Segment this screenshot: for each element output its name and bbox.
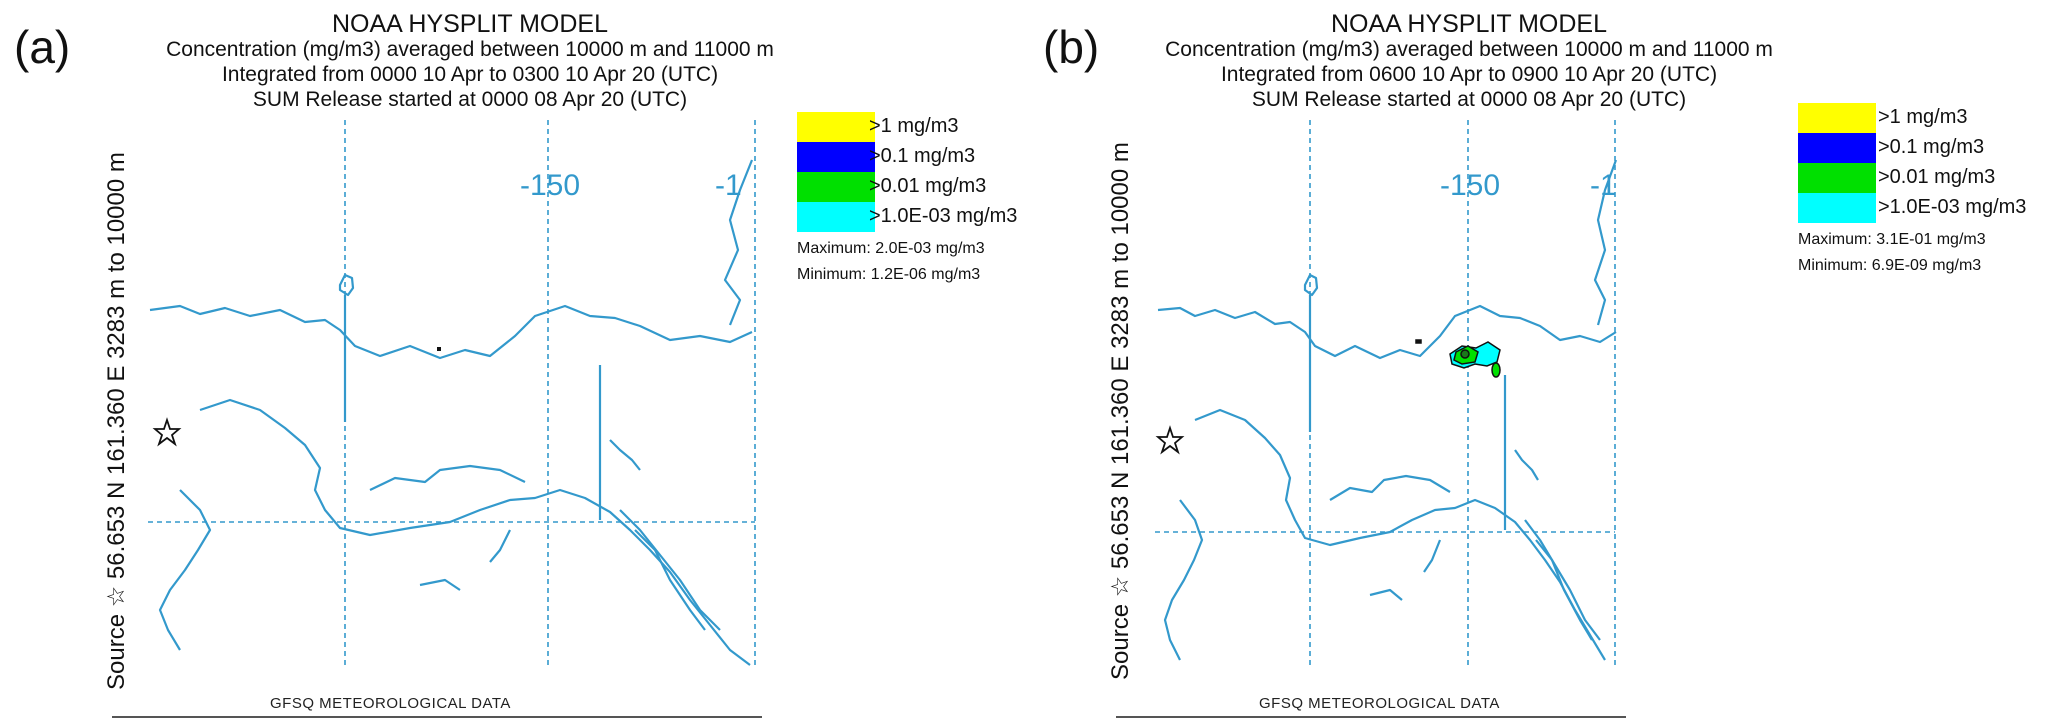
source-label: Source ☆ 56.653 N 161.360 E 3283 m to 10… <box>1107 142 1134 680</box>
baseline <box>112 716 762 718</box>
map-view[interactable]: -150 -1 <box>140 110 760 670</box>
legend-row: >0.01 mg/m3 <box>797 172 987 202</box>
plume-speck <box>437 347 441 351</box>
integration-line: Integrated from 0000 10 Apr to 0300 10 A… <box>221 63 719 86</box>
concentration-line: Concentration (mg/m3) averaged between 1… <box>166 38 774 61</box>
minimum-value: Minimum: 1.2E-06 mg/m3 <box>797 266 981 283</box>
footer-label: GFSQ METEOROLOGICAL DATA <box>270 695 511 712</box>
maximum-value: Maximum: 2.0E-03 mg/m3 <box>797 240 985 257</box>
legend-row: >0.1 mg/m3 <box>1798 133 1986 163</box>
longitude-label: -150 <box>520 169 580 202</box>
panel-a: (a) NOAA HYSPLIT MODEL Concentration (mg… <box>0 0 1033 726</box>
legend-swatch <box>797 172 875 202</box>
release-line: SUM Release started at 0000 08 Apr 20 (U… <box>252 88 688 111</box>
legend-swatch <box>797 142 875 172</box>
legend-row: >1.0E-03 mg/m3 <box>1798 193 2026 223</box>
grid-lines <box>1155 120 1616 665</box>
model-title: NOAA HYSPLIT MODEL <box>1330 10 1607 38</box>
legend-row: >1 mg/m3 <box>797 112 985 142</box>
legend-label: >0.01 mg/m3 <box>869 175 987 197</box>
minimum-value: Minimum: 6.9E-09 mg/m3 <box>1798 257 1982 274</box>
legend-label: >0.1 mg/m3 <box>869 145 976 167</box>
baseline <box>1116 716 1626 718</box>
legend-label: >1 mg/m3 <box>869 115 959 137</box>
legend-swatch <box>797 112 875 142</box>
maximum-value: Maximum: 3.1E-01 mg/m3 <box>1798 231 1986 248</box>
legend-label: >1.0E-03 mg/m3 <box>1878 196 2027 218</box>
title-block: NOAA HYSPLIT MODEL Concentration (mg/m3)… <box>140 12 800 112</box>
release-line: SUM Release started at 0000 08 Apr 20 (U… <box>1251 88 1687 111</box>
legend-swatch <box>1798 163 1876 193</box>
source-star <box>152 417 182 447</box>
panel-tag: (b) <box>1043 21 1100 73</box>
legend: >1 mg/m3 >0.1 mg/m3 >0.01 mg/m3 >1.0E-03… <box>797 112 1017 284</box>
longitude-label: -150 <box>1440 169 1500 202</box>
panel-tag: (a) <box>14 21 71 73</box>
legend-swatch <box>1798 193 1876 223</box>
legend-row: >0.1 mg/m3 <box>797 142 985 172</box>
footer-label: GFSQ METEOROLOGICAL DATA <box>1259 695 1500 712</box>
source-star <box>1155 425 1185 455</box>
coastline <box>1157 159 1618 661</box>
title-block: NOAA HYSPLIT MODEL Concentration (mg/m3)… <box>1139 12 1799 112</box>
integration-line: Integrated from 0600 10 Apr to 0900 10 A… <box>1220 63 1718 86</box>
model-title: NOAA HYSPLIT MODEL <box>331 10 608 38</box>
concentration-line: Concentration (mg/m3) averaged between 1… <box>1165 38 1773 61</box>
legend-swatch <box>1798 103 1876 133</box>
source-label: Source ☆ 56.653 N 161.360 E 3283 m to 10… <box>103 152 130 690</box>
legend-label: >1 mg/m3 <box>1878 106 1968 128</box>
panel-b: (b) NOAA HYSPLIT MODEL Concentration (mg… <box>1034 0 2067 726</box>
legend-swatch <box>797 202 875 232</box>
legend-label: >0.1 mg/m3 <box>1878 136 1985 158</box>
legend-label: >1.0E-03 mg/m3 <box>869 205 1018 227</box>
legend-row: >0.01 mg/m3 <box>1798 163 1995 193</box>
legend-label: >0.01 mg/m3 <box>1878 166 1996 188</box>
map-view[interactable]: -150 -1 <box>1150 110 1620 670</box>
legend-swatch <box>1798 133 1876 163</box>
plume <box>1415 339 1501 378</box>
coastline <box>149 159 754 666</box>
legend: >1 mg/m3 >0.1 mg/m3 >0.01 mg/m3 >1.0E-03… <box>1798 103 2026 275</box>
legend-row: >1.0E-03 mg/m3 <box>797 202 1017 232</box>
legend-row: >1 mg/m3 <box>1798 103 1986 133</box>
